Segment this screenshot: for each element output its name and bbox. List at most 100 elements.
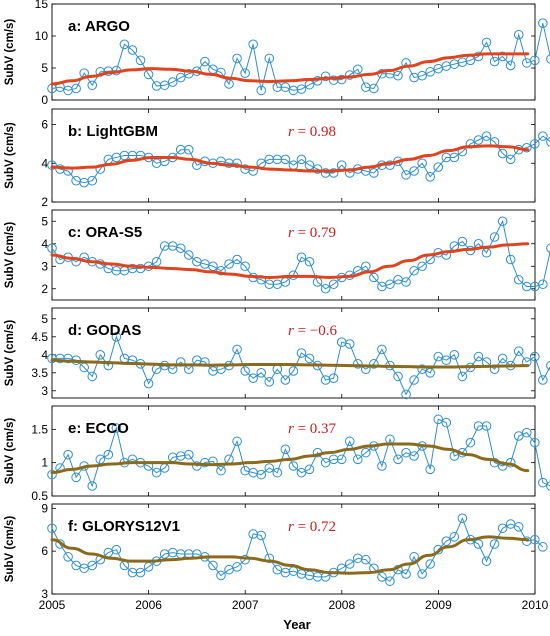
data-point	[481, 556, 492, 566]
data-point	[296, 154, 307, 165]
data-point	[441, 417, 452, 428]
y-tick-label: 0.5	[31, 489, 48, 503]
data-point	[505, 60, 516, 71]
data-point	[192, 461, 202, 471]
data-point	[538, 477, 548, 488]
y-tick-label: 4.5	[31, 330, 48, 344]
x-tick-label: 2008	[328, 598, 355, 612]
panel-title: f: GLORYS12V1	[68, 518, 180, 535]
data-point	[361, 261, 371, 272]
data-point	[513, 346, 524, 357]
data-point	[208, 560, 218, 571]
data-point	[530, 534, 540, 545]
x-axis-label: Year	[283, 617, 310, 632]
data-point	[497, 353, 508, 364]
data-point	[328, 279, 339, 290]
correlation-label: r = 0.37	[288, 421, 337, 437]
data-point	[449, 350, 460, 360]
data-point	[513, 274, 524, 285]
y-axis-label: SubV (cm/s)	[4, 19, 16, 86]
data-point	[256, 530, 267, 541]
data-point	[224, 259, 234, 269]
panel-4: 3 3.5 4 4.5 5 d: GODAS r = −0.6 SubV (cm/s)	[4, 307, 550, 400]
data-point	[521, 281, 532, 292]
data-point	[320, 283, 331, 294]
data-point	[280, 375, 291, 385]
data-point	[449, 152, 460, 163]
data-point	[497, 51, 508, 62]
data-point	[232, 562, 242, 572]
data-point	[47, 160, 57, 170]
data-point	[47, 469, 57, 480]
data-point	[87, 80, 98, 91]
x-tick-label: 2006	[135, 598, 162, 612]
data-point	[111, 423, 122, 433]
data-point	[304, 464, 315, 475]
y-tick-label: 4	[41, 156, 48, 170]
data-point	[232, 254, 242, 265]
data-point	[328, 168, 339, 178]
data-point	[87, 481, 98, 491]
data-point	[401, 389, 411, 400]
data-point	[361, 554, 371, 565]
y-tick-label: 15	[35, 0, 49, 11]
data-point	[71, 472, 81, 483]
data-point	[513, 431, 524, 441]
data-point	[151, 467, 162, 478]
data-point	[530, 55, 540, 66]
data-point	[296, 467, 307, 478]
data-point	[457, 513, 468, 524]
data-point	[280, 82, 291, 92]
data-point	[344, 70, 355, 80]
data-point	[127, 45, 138, 55]
data-point	[296, 252, 307, 263]
data-point	[409, 166, 419, 176]
plot-area	[51, 307, 536, 399]
data-point	[183, 449, 194, 460]
y-tick-label: 3	[41, 587, 48, 601]
data-point	[344, 559, 355, 569]
y-tick-label: 1	[41, 456, 48, 470]
data-point	[47, 523, 57, 534]
data-point	[280, 444, 291, 455]
data-point	[288, 366, 299, 376]
y-tick-label: 10	[35, 29, 49, 43]
data-point	[159, 80, 170, 91]
data-point	[393, 371, 403, 382]
y-tick-label: 6	[41, 118, 48, 132]
y-axis-label: SubV (cm/s)	[4, 418, 16, 485]
trend-line	[50, 535, 530, 575]
x-tick-label: 2005	[39, 598, 66, 612]
data-point	[361, 447, 371, 458]
data-point	[489, 539, 500, 549]
data-point	[385, 160, 395, 170]
panel-title: e: ECCO	[68, 420, 129, 437]
data-point	[441, 536, 452, 546]
data-point	[240, 68, 250, 78]
data-point	[521, 427, 532, 438]
data-point	[312, 164, 323, 174]
data-point	[63, 552, 73, 562]
data-point	[473, 135, 484, 145]
data-point	[248, 373, 258, 384]
data-point	[538, 131, 548, 141]
data-point	[264, 377, 275, 387]
panel-6: 3 6 9 f: GLORYS12V1 r = 0.72 SubV (cm/s)	[4, 501, 548, 601]
data-point	[264, 154, 275, 165]
data-point	[304, 256, 315, 267]
y-tick-label: 4	[41, 237, 48, 251]
data-point	[135, 55, 146, 66]
plot-area	[51, 503, 536, 595]
panel-title: d: GODAS	[68, 322, 141, 339]
x-tick-label: 2009	[425, 598, 452, 612]
trend-line	[50, 358, 530, 369]
data-point	[256, 274, 267, 285]
data-point	[546, 481, 550, 491]
data-point	[216, 265, 226, 276]
y-tick-label: 5	[41, 61, 48, 75]
y-axis-label: SubV (cm/s)	[4, 320, 16, 387]
data-point	[320, 168, 331, 178]
data-point	[328, 373, 339, 384]
data-point	[393, 454, 403, 465]
